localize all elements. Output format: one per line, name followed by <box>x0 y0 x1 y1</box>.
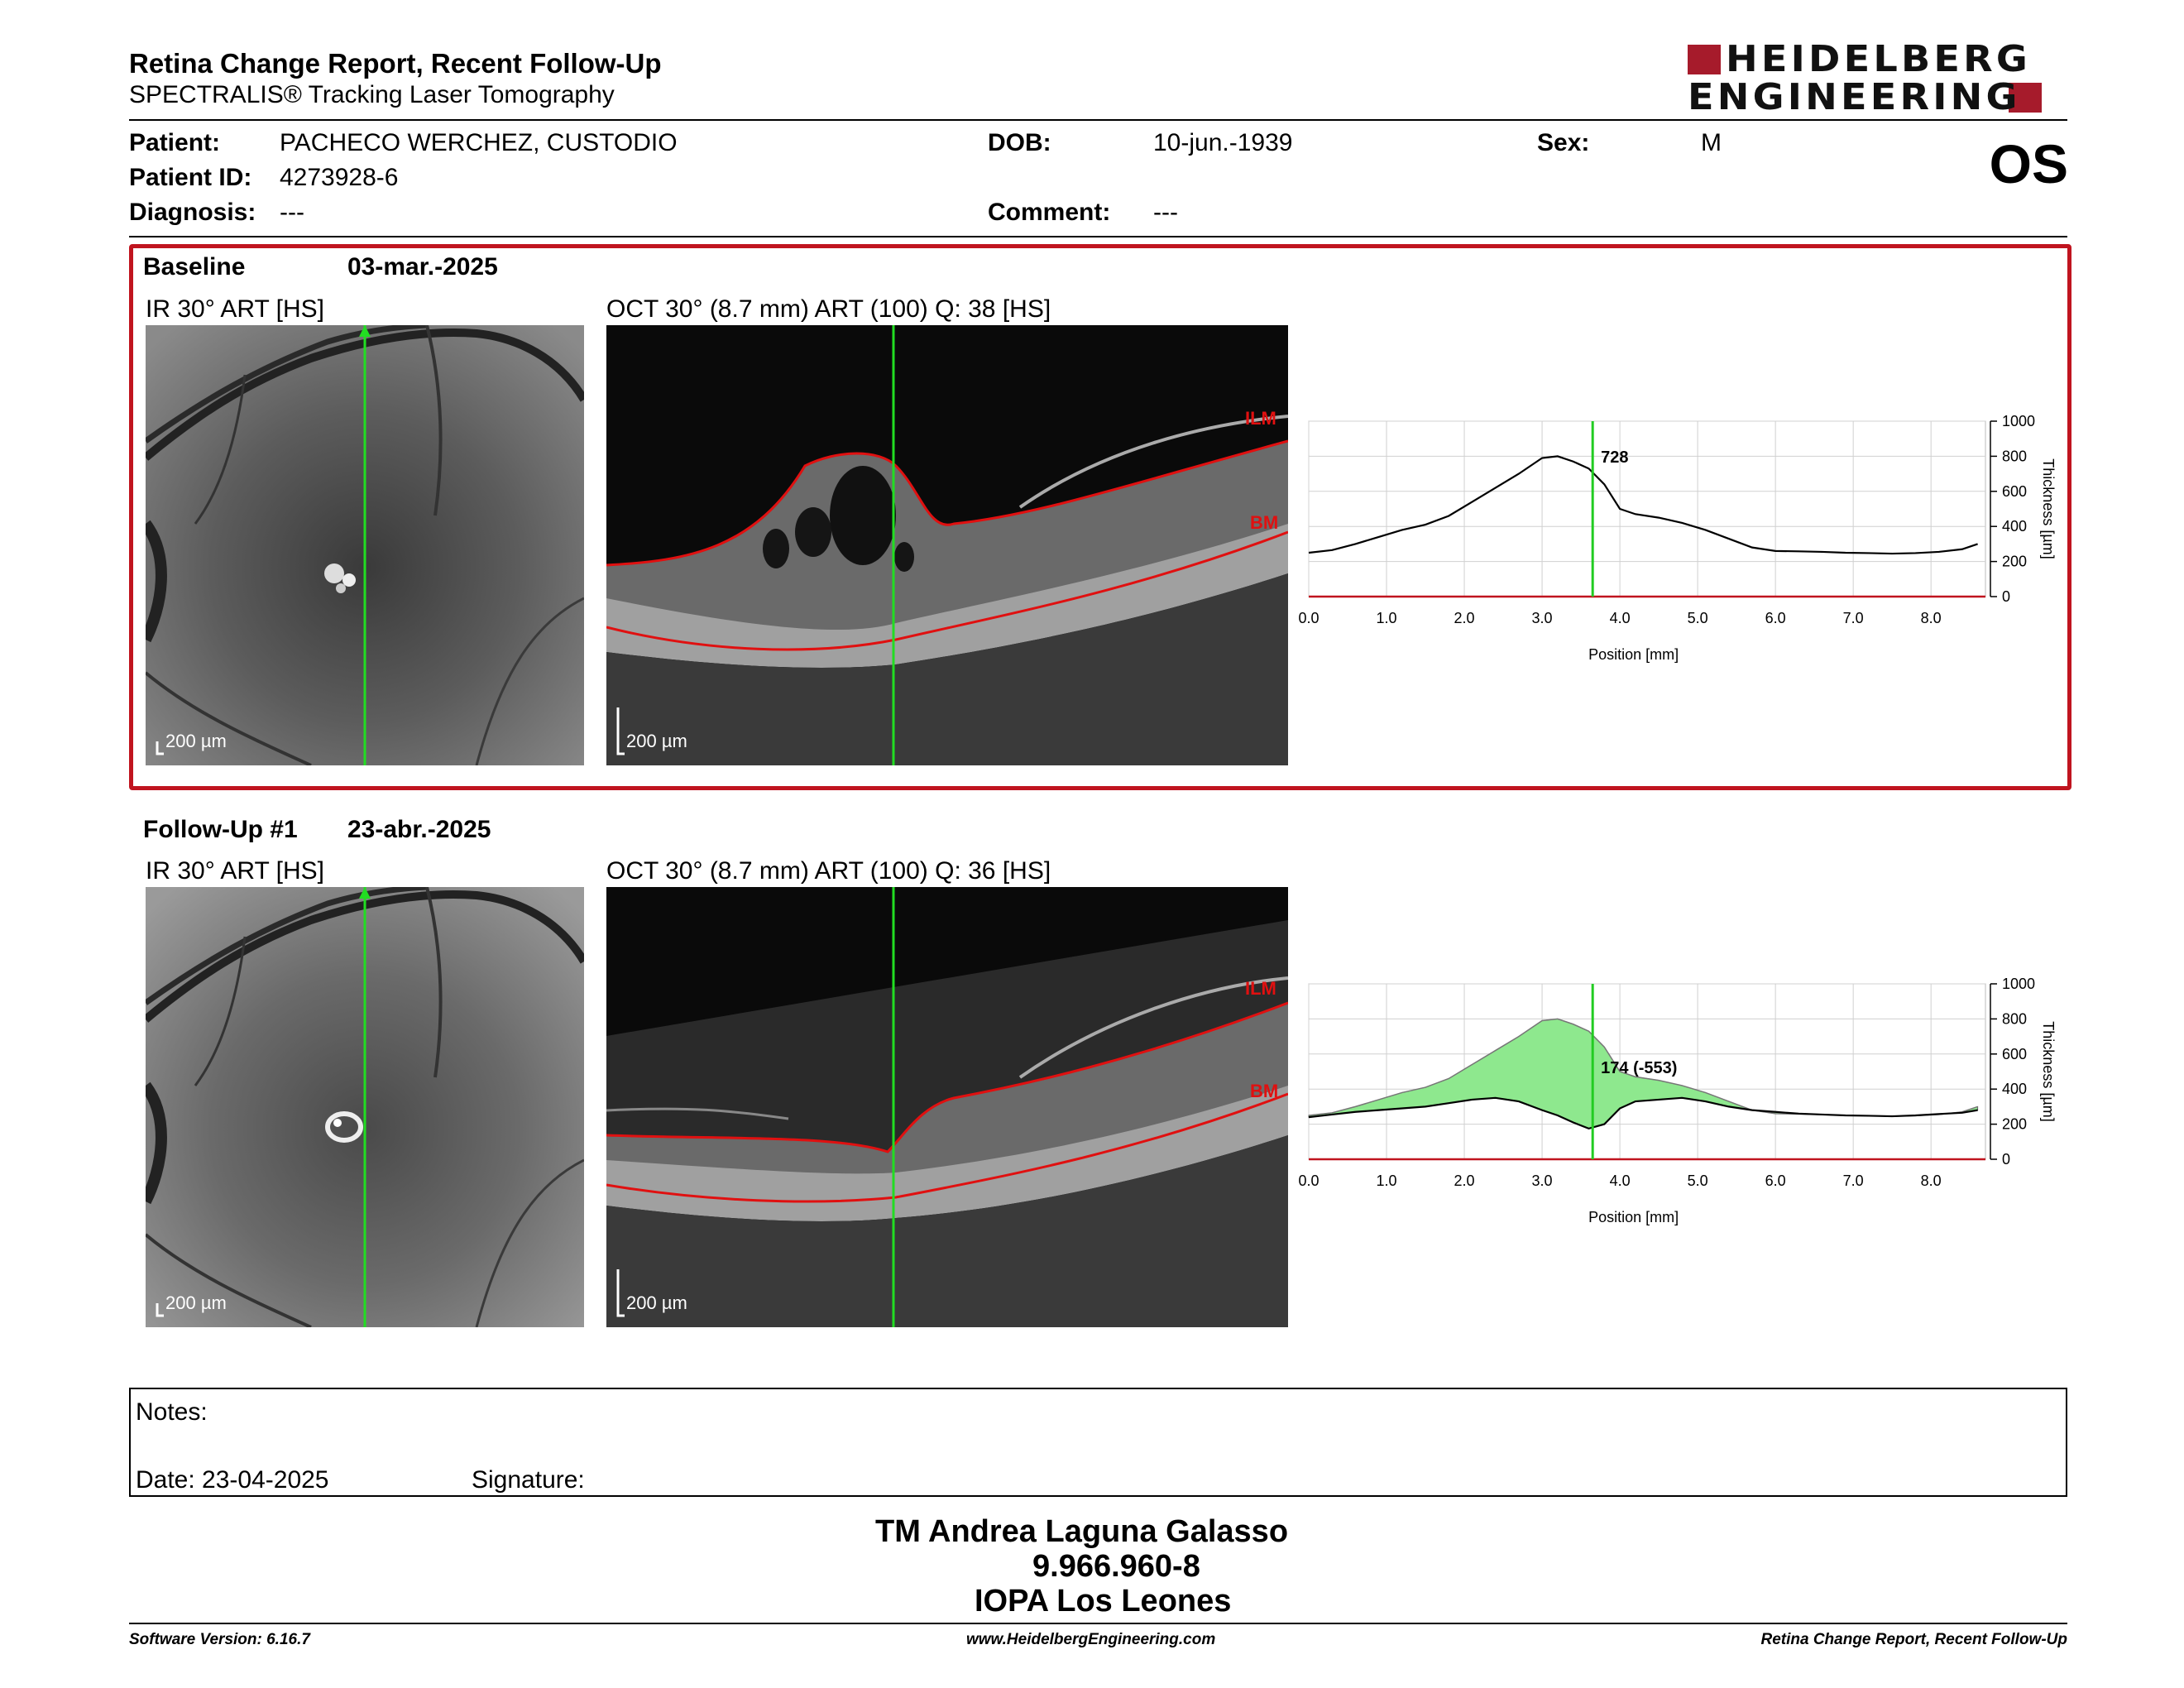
followup-ir-scale: 200 µm <box>165 1292 227 1313</box>
y-tick-label: 800 <box>2002 448 2027 464</box>
followup-bm-label: BM <box>1250 1081 1278 1101</box>
sex-value: M <box>1701 129 1722 156</box>
x-tick-label: 1.0 <box>1377 1172 1397 1189</box>
x-tick-label: 2.0 <box>1454 610 1475 626</box>
series-line-1 <box>1308 1096 1978 1130</box>
x-tick-label: 6.0 <box>1765 610 1786 626</box>
plot-area <box>1308 420 1986 597</box>
sex-label: Sex: <box>1537 129 1590 156</box>
baseline-ir-label: IR 30° ART [HS] <box>146 295 324 323</box>
y-axis-label: Thickness [µm] <box>2040 458 2057 559</box>
y-tick-label: 1000 <box>2002 413 2035 429</box>
x-tick-label: 8.0 <box>1921 610 1942 626</box>
x-tick-label: 3.0 <box>1532 1172 1553 1189</box>
baseline-bm-label: BM <box>1250 512 1278 533</box>
report-subtitle: SPECTRALIS® Tracking Laser Tomography <box>129 81 615 108</box>
x-tick-label: 1.0 <box>1377 610 1397 626</box>
x-axis-label: Position [mm] <box>1588 1209 1679 1225</box>
followup-oct-scale: 200 µm <box>626 1292 687 1313</box>
footer-website[interactable]: www.HeidelbergEngineering.com <box>966 1631 1216 1648</box>
x-tick-label: 7.0 <box>1843 1172 1864 1189</box>
y-tick-label: 600 <box>2002 1046 2027 1062</box>
x-tick-label: 5.0 <box>1688 1172 1708 1189</box>
dob-value: 10-jun.-1939 <box>1153 129 1293 156</box>
x-tick-label: 2.0 <box>1454 1172 1475 1189</box>
patient-id-label: Patient ID: <box>129 164 252 191</box>
heidelberg-logo: HEIDELBERG ENGINEERING <box>1688 38 2068 118</box>
y-tick-label: 200 <box>2002 1116 2027 1133</box>
footer-report: Retina Change Report, Recent Follow-Up <box>1760 1631 2067 1648</box>
followup-ir-label: IR 30° ART [HS] <box>146 857 324 885</box>
signer-name: TM Andrea Laguna Galasso <box>875 1514 1289 1549</box>
x-tick-label: 5.0 <box>1688 610 1708 626</box>
y-tick-label: 800 <box>2002 1010 2027 1027</box>
x-tick-label: 4.0 <box>1610 610 1631 626</box>
info-divider <box>129 236 2067 237</box>
baseline-oct-image[interactable]: ILM BM 200 µm <box>606 325 1288 765</box>
followup-thickness-chart: 174 (-553) 0.0 1.0 2.0 3.0 4.0 5.0 6.0 7.0 8.0 0 20… <box>1298 976 2057 1225</box>
y-tick-label: 1000 <box>2002 976 2035 992</box>
logo-line1: HEIDELBERG <box>1726 38 2032 80</box>
x-tick-label: 0.0 <box>1298 610 1319 626</box>
x-tick-label: 6.0 <box>1765 1172 1786 1189</box>
y-axis-label: Thickness [µm] <box>2040 1021 2057 1121</box>
notes-label: Notes: <box>136 1398 208 1426</box>
x-tick-label: 4.0 <box>1610 1172 1631 1189</box>
y-tick-label: 400 <box>2002 1081 2027 1097</box>
patient-name: PACHECO WERCHEZ, CUSTODIO <box>280 129 678 156</box>
x-tick-label: 0.0 <box>1298 1172 1319 1189</box>
logo-square-icon <box>2008 83 2042 113</box>
baseline-ir-scale: 200 µm <box>165 731 227 751</box>
followup-title: Follow-Up #1 <box>143 816 298 843</box>
y-tick-label: 400 <box>2002 518 2027 535</box>
dob-label: DOB: <box>988 129 1051 156</box>
series-line-0 <box>1308 455 1978 555</box>
plot-area <box>1308 983 1986 1160</box>
cursor-value-label: 728 <box>1601 448 1628 467</box>
x-tick-label: 8.0 <box>1921 1172 1942 1189</box>
logo-line2: ENGINEERING <box>1688 76 2021 118</box>
eye-indicator: OS <box>1989 133 2068 194</box>
notes-box[interactable] <box>129 1388 2067 1497</box>
x-tick-label: 7.0 <box>1843 610 1864 626</box>
followup-date: 23-abr.-2025 <box>347 816 491 843</box>
x-tick-label: 3.0 <box>1532 610 1553 626</box>
baseline-thickness-chart: 728 0.0 1.0 2.0 3.0 4.0 5.0 6.0 7.0 8.0 0 200 400 600… <box>1298 413 2057 663</box>
patient-label: Patient: <box>129 129 221 156</box>
footer-software: Software Version: 6.16.7 <box>129 1631 310 1648</box>
diagnosis-value: --- <box>280 199 304 226</box>
followup-ilm-label: ILM <box>1245 978 1276 999</box>
x-axis-label: Position [mm] <box>1588 646 1679 663</box>
baseline-oct-label: OCT 30° (8.7 mm) ART (100) Q: 38 [HS] <box>606 295 1051 323</box>
followup-oct-image[interactable]: ILM BM 200 µm <box>606 887 1288 1327</box>
y-tick-label: 200 <box>2002 554 2027 570</box>
y-tick-label: 0 <box>2002 1151 2010 1168</box>
y-tick-label: 600 <box>2002 483 2027 500</box>
baseline-section-frame <box>129 244 2071 790</box>
header-divider <box>129 119 2067 121</box>
followup-oct-label: OCT 30° (8.7 mm) ART (100) Q: 36 [HS] <box>606 857 1051 885</box>
baseline-ir-image[interactable]: 200 µm <box>146 325 584 765</box>
comment-label: Comment: <box>988 199 1111 226</box>
report-title: Retina Change Report, Recent Follow-Up <box>129 48 662 79</box>
baseline-date: 03-mar.-2025 <box>347 253 498 281</box>
notes-date: Date: 23-04-2025 <box>136 1466 329 1494</box>
patient-id-value: 4273928-6 <box>280 164 399 191</box>
followup-ir-image[interactable]: 200 µm <box>146 887 584 1327</box>
cursor-value-label: 174 (-553) <box>1601 1059 1677 1077</box>
baseline-ilm-label: ILM <box>1245 408 1276 429</box>
y-tick-label: 0 <box>2002 588 2010 605</box>
footer-divider <box>129 1623 2067 1624</box>
comment-value: --- <box>1153 199 1178 226</box>
signer-institution: IOPA Los Leones <box>975 1584 1232 1618</box>
logo-square-icon <box>1688 45 1721 74</box>
baseline-oct-scale: 200 µm <box>626 731 687 751</box>
signature-label: Signature: <box>472 1466 585 1494</box>
signer-id: 9.966.960-8 <box>1032 1549 1200 1584</box>
diagnosis-label: Diagnosis: <box>129 199 256 226</box>
baseline-title: Baseline <box>143 253 246 281</box>
